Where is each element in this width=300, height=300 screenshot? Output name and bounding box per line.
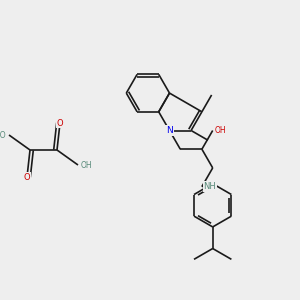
Text: OH: OH [81, 160, 93, 169]
Text: OH: OH [215, 126, 227, 135]
Text: HO: HO [0, 130, 6, 140]
Text: O: O [57, 118, 63, 127]
Text: NH: NH [203, 182, 216, 191]
Text: O: O [24, 172, 30, 182]
Text: N: N [166, 126, 173, 135]
